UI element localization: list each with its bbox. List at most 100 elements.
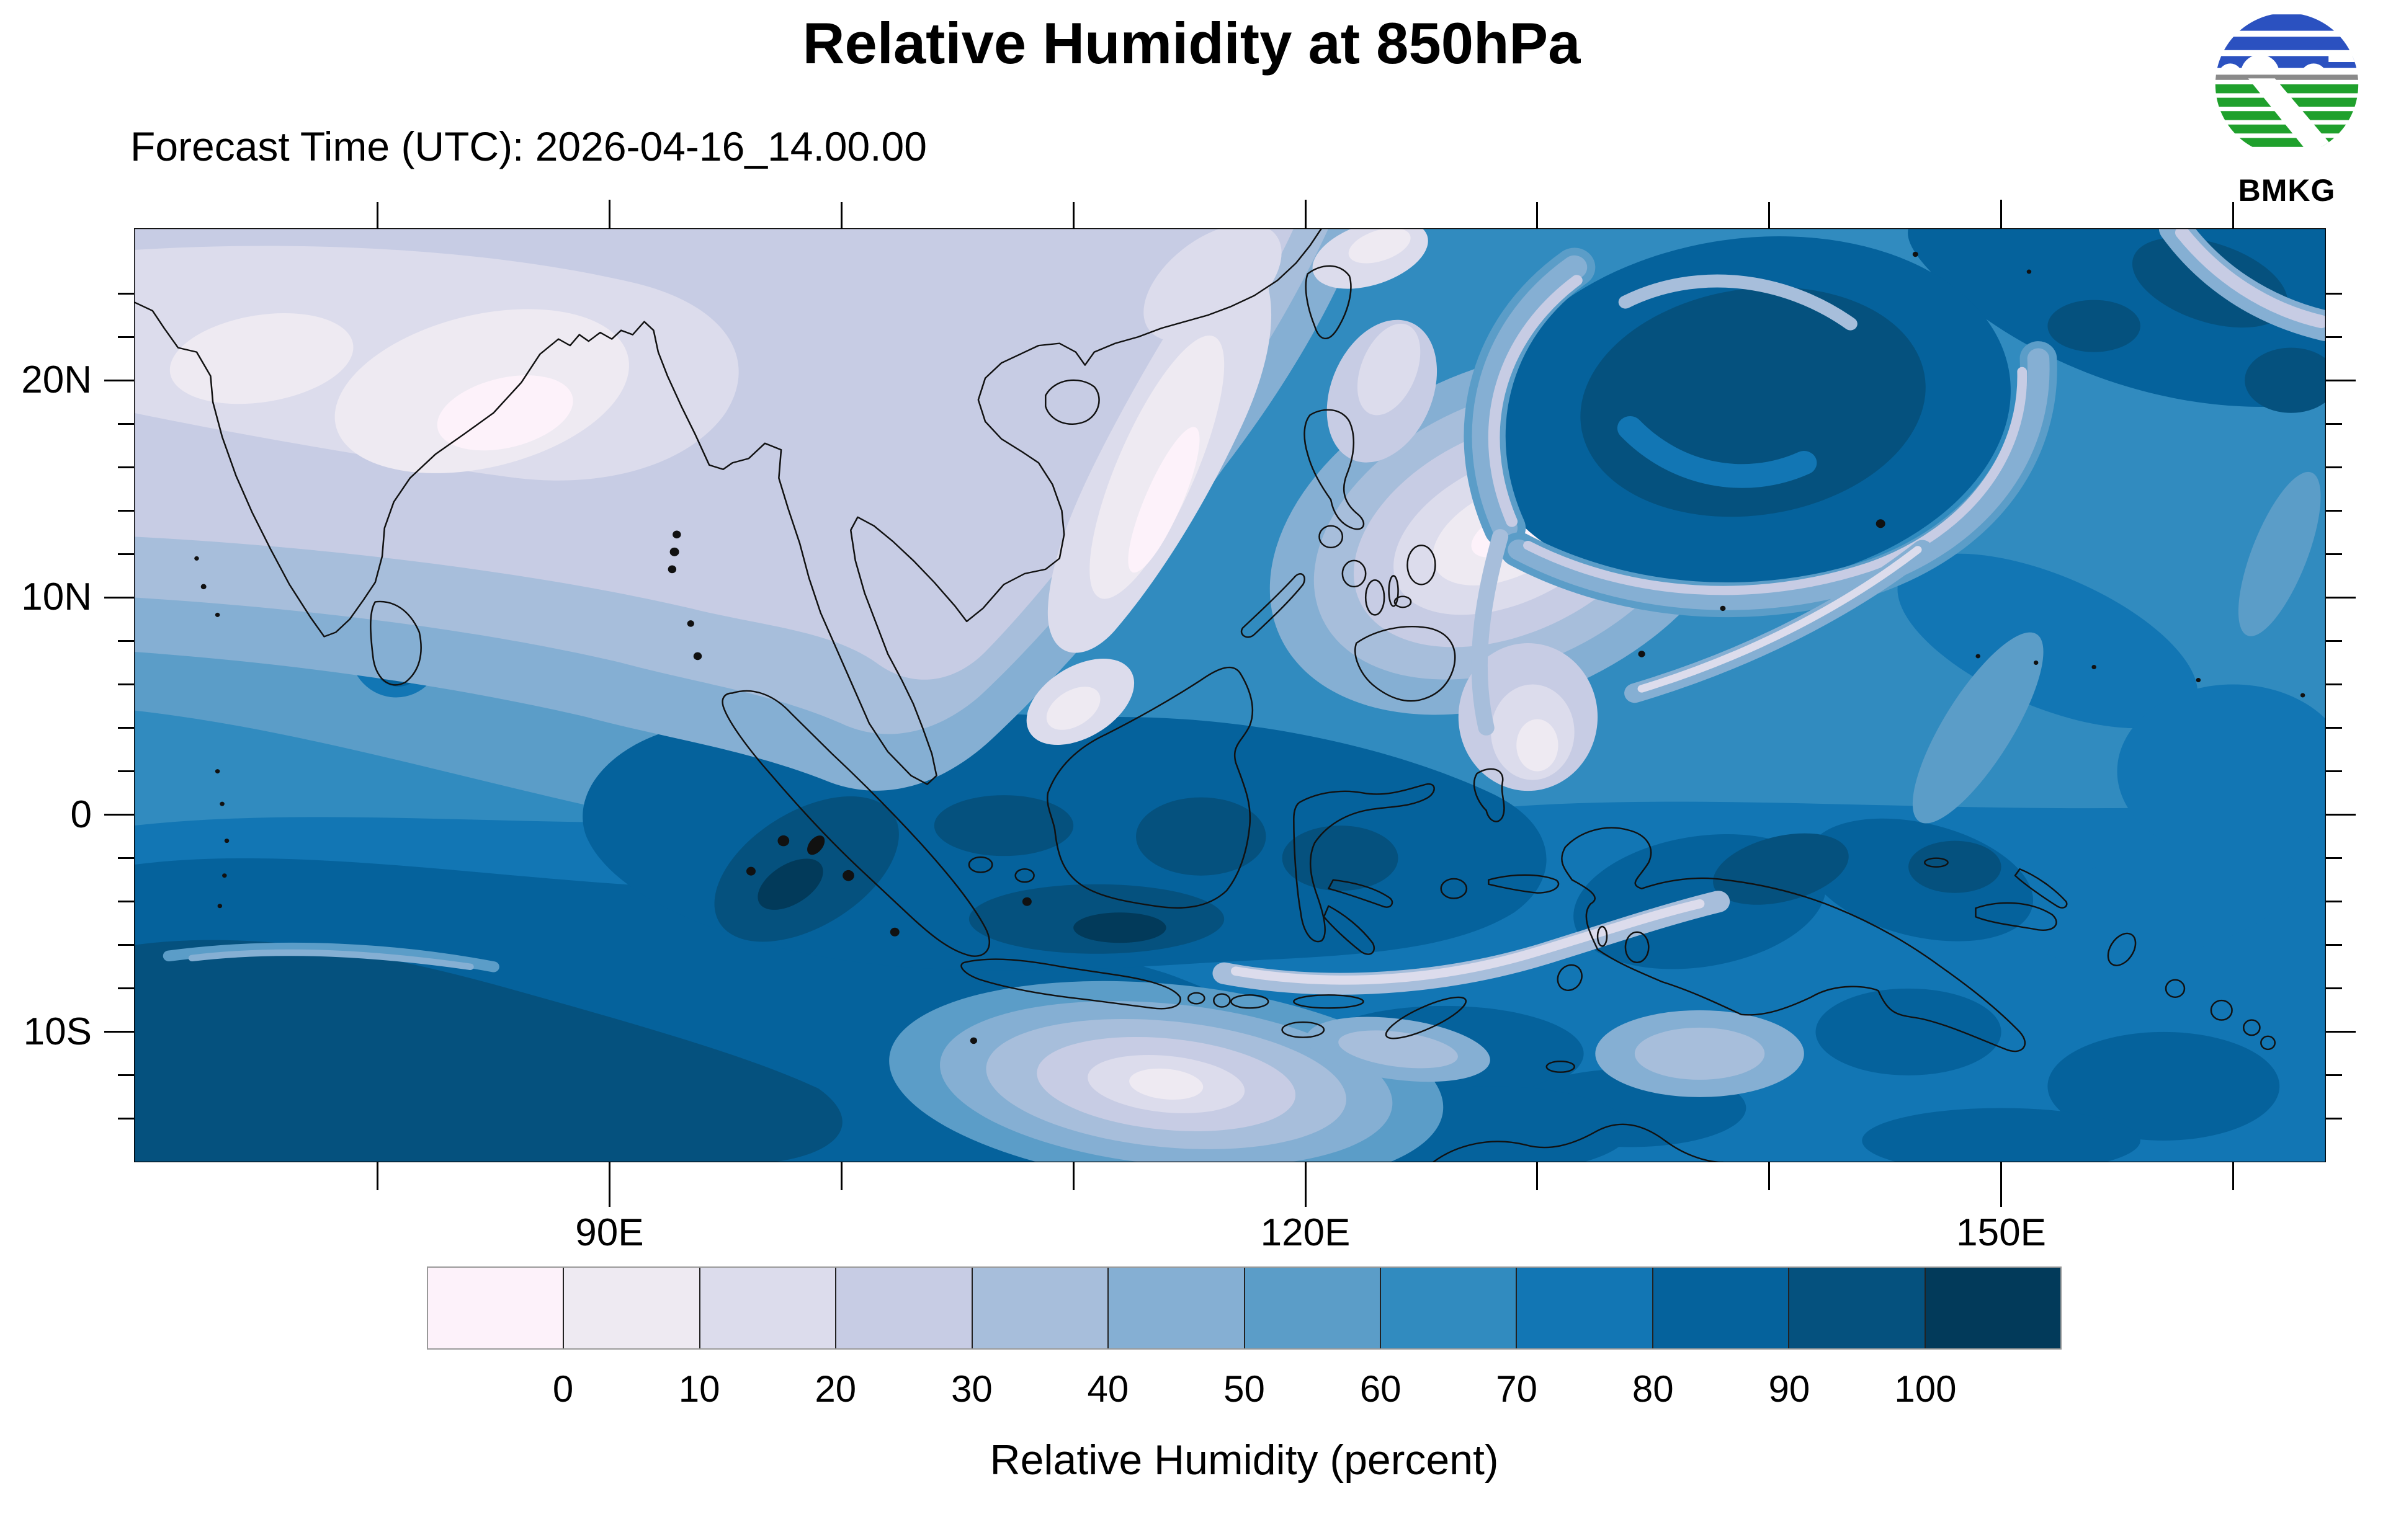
y-minor-tick [118, 987, 134, 990]
colorbar-label-30: 30 [950, 1368, 993, 1410]
colorbar-cell-4 [972, 1268, 1109, 1348]
colorbar-label-50: 50 [1223, 1368, 1265, 1410]
y-minor-tick [118, 509, 134, 512]
y-axis-label-10N: 10N [21, 576, 92, 619]
colorbar-label-100: 100 [1894, 1368, 1957, 1410]
colorbar-cell-6 [1245, 1268, 1381, 1348]
colorbar-cell-11 [1925, 1268, 2061, 1348]
coastline-buru [1440, 878, 1468, 899]
colorbar-cell-3 [836, 1268, 973, 1348]
y-minor-tick-right [2326, 901, 2342, 903]
coastline-sri-lanka [370, 600, 422, 686]
y-minor-tick [118, 466, 134, 468]
coastline-borneo [1047, 667, 1254, 909]
coastline-sulawesi-e-arm [1328, 879, 1393, 908]
y-minor-tick [118, 727, 134, 729]
y-major-tick-right [2326, 596, 2356, 599]
coastline-cebu [1388, 575, 1399, 607]
coastline-lombok [1213, 993, 1231, 1008]
y-minor-tick [118, 683, 134, 685]
x-axis-label-90E: 90E [575, 1211, 644, 1254]
colorbar-cell-8 [1517, 1268, 1653, 1348]
coastline-bangka [968, 856, 993, 873]
y-major-tick [104, 1031, 134, 1033]
y-minor-tick-right [2326, 1074, 2342, 1077]
x-major-tick [608, 1162, 610, 1207]
coastline-mainland-asia [134, 228, 1323, 785]
y-axis-label-20N: 20N [21, 358, 92, 402]
x-major-tick-top [2000, 200, 2003, 228]
coastline-solomon-4 [2260, 1035, 2276, 1051]
x-minor-tick [1536, 1162, 1539, 1190]
coastline-sulawesi-se-arm [1323, 905, 1375, 955]
colorbar-cell-9 [1653, 1268, 1790, 1348]
x-minor-tick [2232, 1162, 2234, 1190]
coastline-sumbawa [1230, 994, 1269, 1009]
colorbar-label-10: 10 [678, 1368, 720, 1410]
coastline-negros [1364, 579, 1385, 616]
coastline-small-islands [194, 251, 2305, 1044]
x-minor-tick [377, 1162, 379, 1190]
y-major-tick [104, 814, 134, 816]
y-minor-tick-right [2326, 944, 2342, 946]
colorbar-label-70: 70 [1496, 1368, 1538, 1410]
y-minor-tick [118, 336, 134, 338]
page-title: Relative Humidity at 850hPa [802, 11, 1581, 76]
coastline-sumba [1281, 1021, 1325, 1038]
y-minor-tick [118, 944, 134, 946]
y-major-tick [104, 379, 134, 381]
y-minor-tick-right [2326, 466, 2342, 468]
y-minor-tick [118, 857, 134, 860]
y-minor-tick-right [2326, 422, 2342, 425]
coastline-mindanao [1354, 626, 1456, 702]
y-minor-tick-right [2326, 553, 2342, 555]
coastline-sumatra [722, 690, 991, 957]
coastline-aru [1624, 931, 1650, 963]
y-minor-tick-right [2326, 292, 2342, 295]
coastline-belitung [1014, 868, 1035, 883]
coastline-solomon-3 [2243, 1019, 2261, 1036]
coastline-hainan [1045, 379, 1100, 425]
y-major-tick-right [2326, 1031, 2356, 1033]
colorbar-label-20: 20 [815, 1368, 857, 1410]
colorbar-caption: Relative Humidity (percent) [990, 1436, 1499, 1484]
coastline-solomon-2 [2210, 999, 2233, 1021]
coastline-new-ireland [2014, 868, 2068, 909]
bmkg-logo-icon [2215, 12, 2359, 156]
coastline-palawan [1240, 573, 1305, 638]
colorbar-cell-5 [1109, 1268, 1245, 1348]
y-minor-tick-right [2326, 336, 2342, 338]
coastline-flores [1293, 994, 1364, 1009]
coastline-bohol [1393, 595, 1412, 608]
coastline-panay [1341, 559, 1367, 588]
coastline-tanimbar [1557, 964, 1583, 991]
coastline-taiwan [1305, 265, 1352, 339]
colorbar-label-80: 80 [1632, 1368, 1674, 1410]
y-minor-tick-right [2326, 770, 2342, 773]
x-minor-tick-top [1072, 202, 1075, 228]
y-minor-tick-right [2326, 987, 2342, 990]
coastline-luzon [1303, 409, 1365, 530]
y-axis-label-0: 0 [70, 793, 92, 836]
colorbar-cell-7 [1380, 1268, 1518, 1348]
y-minor-tick [118, 901, 134, 903]
x-major-tick-top [1304, 200, 1307, 228]
coastline-bougainville [2107, 932, 2137, 966]
colorbar-label-90: 90 [1768, 1368, 1810, 1410]
coastline-timor [1385, 996, 1467, 1039]
coastline-new-britain [1975, 902, 2057, 931]
y-minor-tick-right [2326, 509, 2342, 512]
x-major-tick [2000, 1162, 2003, 1207]
coastline-kai [1596, 925, 1608, 947]
coastline-mindoro [1318, 525, 1344, 549]
colorbar-label-60: 60 [1359, 1368, 1402, 1410]
coastline-seram [1488, 874, 1560, 894]
y-axis-label-10S: 10S [23, 1010, 92, 1053]
forecast-time-label: Forecast Time (UTC): 2026-04-16_14.00.00 [130, 123, 927, 169]
coastline-halmahera [1473, 768, 1505, 822]
rh-field [134, 228, 2326, 1162]
y-minor-tick [118, 553, 134, 555]
x-minor-tick-top [1536, 202, 1539, 228]
y-minor-tick [118, 770, 134, 773]
